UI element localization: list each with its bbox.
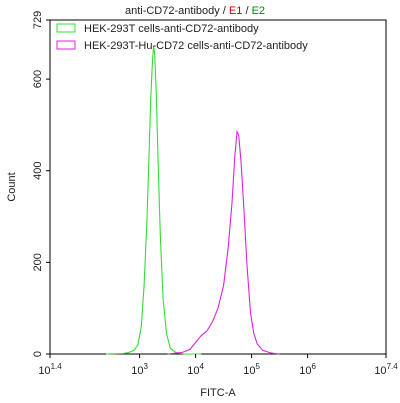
y-axis-title: Count [6, 172, 18, 201]
legend-label: HEK-293T-Hu-CD72 cells-anti-CD72-antibod… [84, 40, 308, 52]
y-tick-label: 200 [32, 253, 44, 271]
y-axis: 0 200 400 600 729 [32, 11, 50, 357]
x-tick-label: 101.4 [38, 362, 62, 377]
x-tick-label: 105 [243, 362, 260, 377]
chart-title: anti-CD72-antibody / E1 / E2 [125, 5, 265, 17]
x-axis-title: FITC-A [200, 387, 236, 399]
x-tick-label: 104 [187, 362, 204, 377]
chart-title-separator-2: / [242, 5, 251, 17]
y-tick-label: 400 [32, 162, 44, 180]
x-axis: 101.4 103 104 105 106 107.4 [38, 354, 398, 377]
y-tick-label: 0 [32, 351, 44, 357]
plot-area [49, 19, 387, 355]
series-line-2 [167, 129, 280, 355]
legend-swatch [56, 40, 76, 50]
legend-swatch [56, 23, 76, 33]
chart-title-main: anti-CD72-antibody [125, 5, 220, 17]
chart-title-e1: E1 [229, 5, 242, 17]
legend-label: HEK-293T cells-anti-CD72-antibody [84, 23, 259, 35]
x-tick-label: 106 [299, 362, 316, 377]
x-tick-label: 107.4 [374, 362, 398, 377]
x-tick-label: 103 [131, 362, 148, 377]
series-line-1 [105, 46, 202, 355]
series-layer [105, 46, 280, 355]
chart-title-separator-1: / [220, 5, 229, 17]
y-tick-label: 600 [32, 70, 44, 88]
legend: HEK-293T cells-anti-CD72-antibody HEK-293… [56, 23, 308, 52]
chart-title-e2: E2 [252, 5, 265, 17]
y-tick-label: 729 [32, 11, 44, 29]
